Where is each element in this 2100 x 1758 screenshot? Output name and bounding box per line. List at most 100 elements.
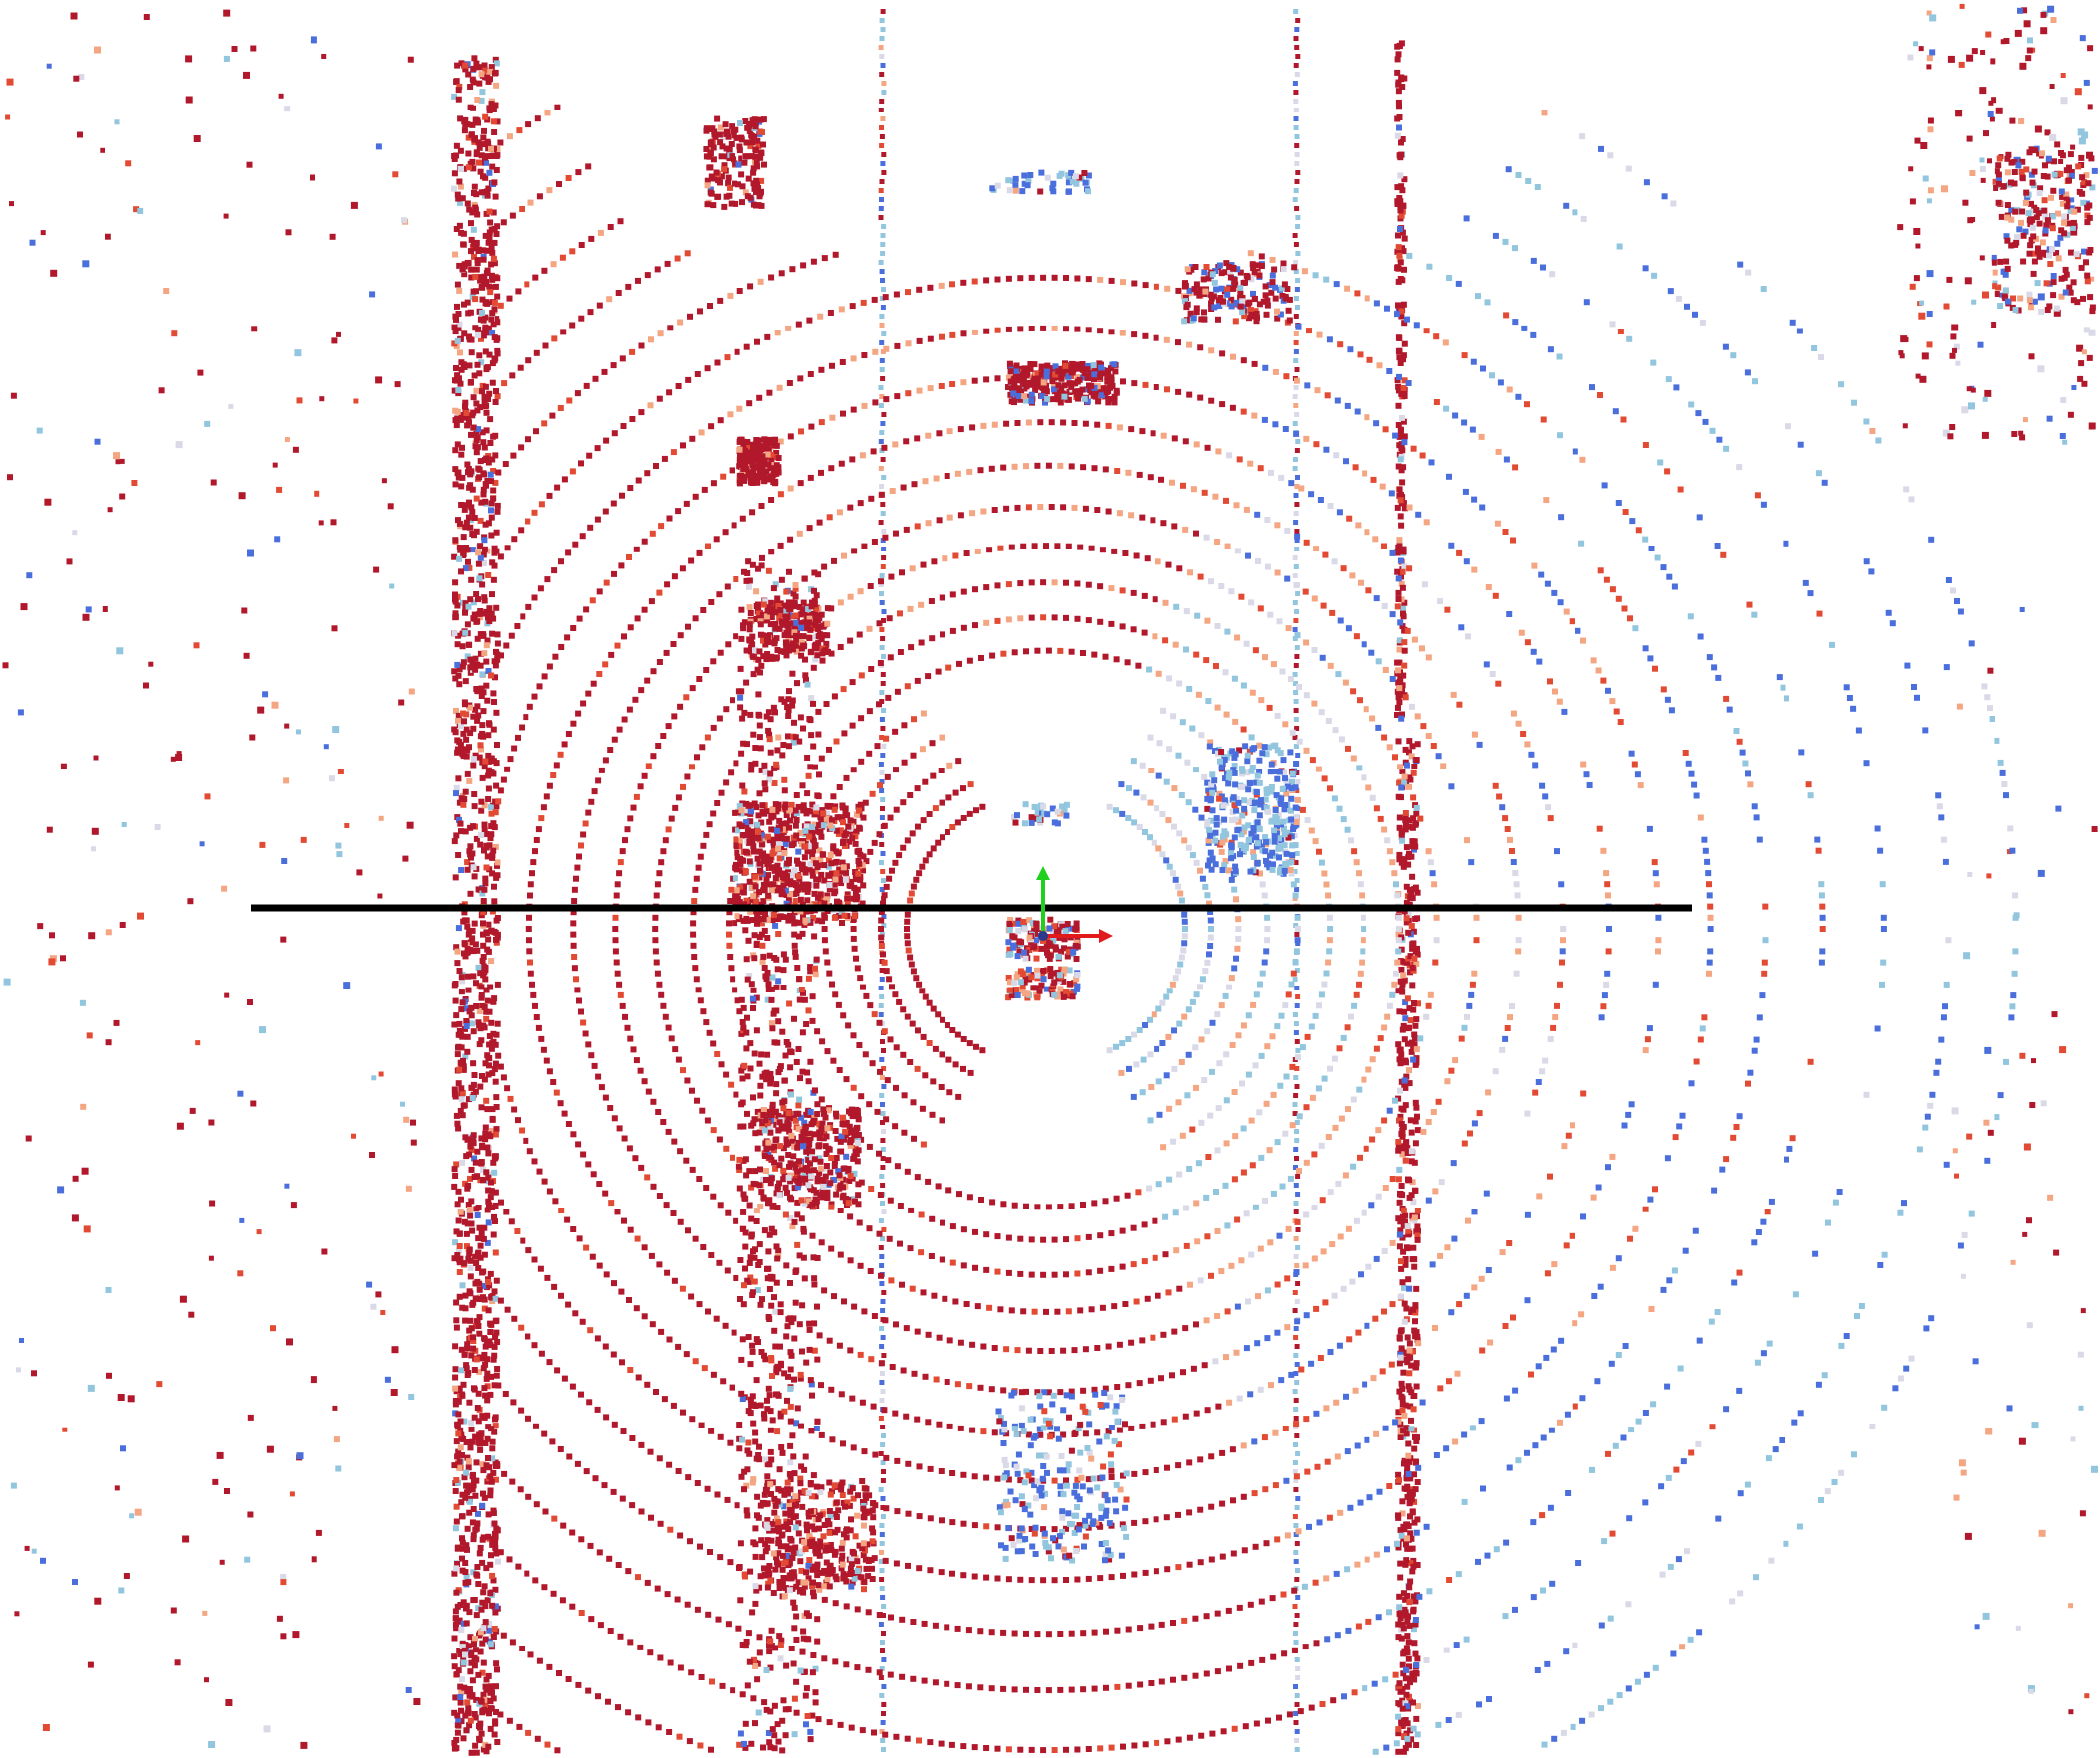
ring-point (1204, 1028, 1211, 1035)
wall-point (482, 880, 489, 887)
wall-point (457, 147, 464, 154)
wall-point (462, 678, 469, 685)
wall-point (493, 648, 499, 655)
wall-point (773, 1243, 780, 1250)
wall-point (455, 712, 462, 719)
wall-point (476, 575, 483, 582)
ring-point (1102, 653, 1109, 660)
wall-point (485, 1150, 492, 1157)
wall-point (465, 1579, 472, 1586)
lane-point (1294, 1263, 1300, 1268)
ring-point (939, 1117, 945, 1124)
ring-point (1287, 1175, 1294, 1182)
ring-point (1163, 1072, 1170, 1079)
wall-point (487, 1561, 494, 1568)
scatter-point (1927, 117, 1934, 124)
wall-point (478, 798, 485, 805)
ring-point (1147, 799, 1154, 806)
scatter-point (2051, 1011, 2058, 1018)
wall-point (491, 1066, 498, 1073)
wall-point (468, 1146, 475, 1153)
wall-point (490, 255, 497, 262)
wall-point (781, 1593, 788, 1600)
wall-point (465, 310, 472, 317)
ring-point (1327, 785, 1333, 792)
wall-point (797, 1075, 803, 1082)
wall-point (492, 193, 499, 200)
ring-point (878, 917, 885, 924)
ring-point (843, 1076, 850, 1083)
scatter-point (2003, 38, 2010, 44)
wall-point (457, 1255, 464, 1262)
ring-point (1231, 1089, 1238, 1095)
wall-point (1400, 500, 1407, 507)
scatter-point (129, 1513, 135, 1519)
wall-point (464, 1372, 471, 1378)
wall-point (462, 953, 469, 960)
wall-point (469, 1677, 476, 1684)
wall-point (1414, 889, 1421, 896)
ring-point (1401, 1077, 1408, 1084)
wall-point (478, 994, 485, 1001)
wall-point (468, 1659, 475, 1666)
wall-point (458, 1346, 465, 1353)
scatter-point (2060, 397, 2067, 403)
wall-point (468, 1166, 475, 1173)
ring-point (1189, 1126, 1196, 1133)
wall-point (455, 1125, 462, 1132)
wall-point (1395, 1748, 1402, 1755)
wall-point (487, 416, 494, 423)
wall-point (1395, 1471, 1402, 1478)
wall-point (766, 1231, 773, 1238)
ring-point (882, 1317, 889, 1324)
scatter-point (223, 213, 229, 219)
scatter-point (1926, 311, 1933, 317)
ring-point (703, 831, 710, 838)
wall-point (471, 920, 478, 927)
lane-point (1293, 1550, 1299, 1555)
wall-point (746, 1658, 753, 1665)
lane-point (1293, 717, 1299, 722)
ring-point (1321, 981, 1328, 988)
ring-point (1218, 1002, 1225, 1009)
ring-point (1139, 1337, 1146, 1344)
ring-point (1074, 615, 1081, 622)
wall-point (748, 981, 755, 988)
wall-point (491, 1731, 498, 1738)
scatter-point (1947, 55, 1955, 63)
wall-point (488, 500, 495, 507)
lane-point (881, 81, 887, 86)
wall-point (1394, 377, 1401, 384)
wall-point (463, 1019, 470, 1026)
ring-point (1144, 555, 1151, 562)
wall-point (811, 1275, 818, 1282)
ring-point (1365, 784, 1372, 791)
ring-point (1285, 991, 1292, 998)
wall-point (457, 416, 464, 423)
ring-point (1170, 713, 1177, 720)
lane-point (880, 564, 886, 569)
scatter-point (276, 1615, 283, 1622)
wall-point (479, 429, 486, 436)
wall-point (464, 1699, 471, 1706)
ring-point (1231, 1176, 1238, 1183)
ring-point (1357, 1154, 1363, 1161)
ring-point (994, 1268, 1001, 1275)
ring-point (907, 954, 914, 961)
ring-point (1323, 970, 1330, 977)
wall-point (477, 614, 484, 621)
wall-point (461, 301, 467, 308)
ring-point (1189, 998, 1196, 1005)
wall-point (744, 1447, 751, 1454)
wall-point (789, 1545, 795, 1552)
wall-point (461, 1474, 468, 1481)
scatter-point (134, 1508, 142, 1516)
scatter-point (10, 1482, 17, 1489)
wall-point (1414, 1479, 1421, 1485)
ring-point (883, 883, 890, 890)
ring-point (980, 1343, 987, 1350)
lane-point (1293, 1021, 1299, 1026)
ring-point (802, 1179, 809, 1186)
wall-point (476, 474, 483, 481)
ring-point (1338, 1115, 1345, 1122)
